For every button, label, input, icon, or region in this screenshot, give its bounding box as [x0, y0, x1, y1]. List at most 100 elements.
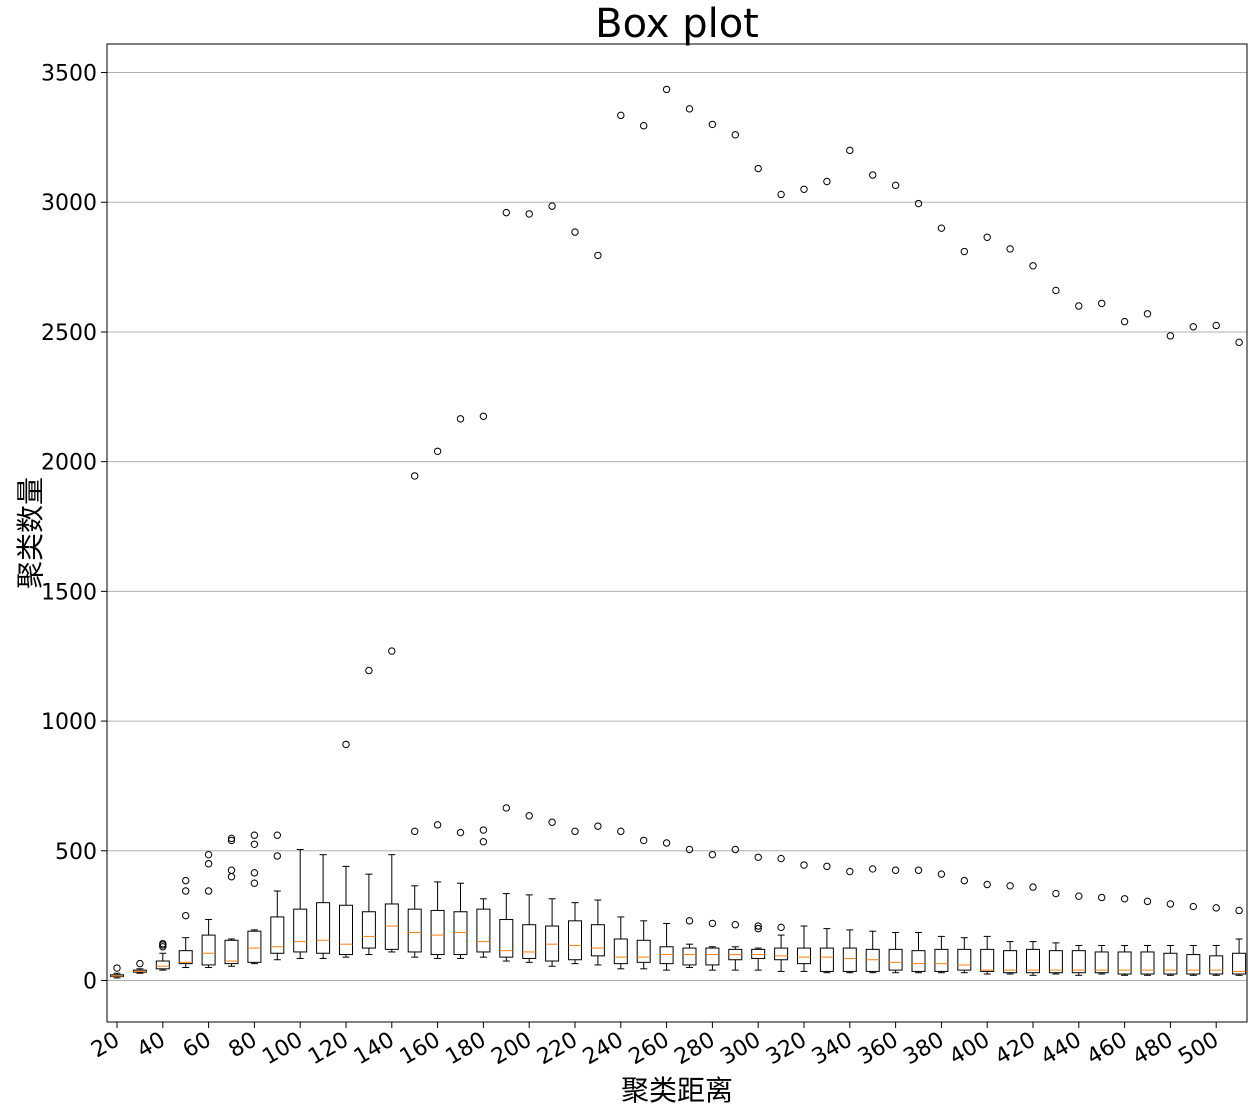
box-iqr-120: [339, 904, 353, 956]
box-iqr-360: [888, 948, 903, 971]
box-240: [613, 111, 628, 970]
flier-240-1: [617, 111, 625, 120]
flier-300-0: [754, 924, 762, 933]
flier-250-0: [640, 836, 648, 845]
flier-450-0: [1098, 893, 1106, 902]
flier-410-0: [1006, 882, 1014, 890]
plot-frame: [106, 43, 1248, 1023]
box-iqr-190: [499, 919, 514, 958]
box-iqr-250: [636, 939, 651, 963]
flier-270-1: [685, 845, 694, 854]
flier-380-1: [937, 224, 946, 232]
flier-410-1: [1006, 245, 1014, 253]
x-tick-label-440: 440: [1037, 1028, 1086, 1071]
x-tick-label-80: 80: [225, 1028, 262, 1064]
flier-370-0: [914, 866, 923, 874]
flier-420-0: [1029, 883, 1037, 891]
box-iqr-510: [1232, 952, 1247, 975]
flier-50-2: [182, 876, 190, 885]
box-150: [407, 472, 422, 958]
flier-80-1: [250, 869, 259, 877]
flier-160-0: [433, 821, 442, 829]
box-iqr-70: [224, 939, 239, 965]
box-70: [224, 834, 239, 967]
flier-180-2: [479, 412, 488, 420]
box-230: [590, 251, 605, 966]
x-tick-label-60: 60: [179, 1028, 216, 1064]
box-170: [453, 415, 468, 959]
flier-290-2: [731, 131, 739, 139]
box-100: [293, 848, 308, 959]
box-iqr-490: [1186, 954, 1201, 975]
box-140: [384, 647, 399, 953]
flier-470-0: [1143, 897, 1152, 906]
chart-title: Box plot: [595, 1, 759, 47]
box-300: [751, 164, 766, 971]
box-460: [1117, 317, 1132, 976]
boxes-layer: [110, 85, 1247, 979]
x-tick-label-480: 480: [1129, 1028, 1178, 1071]
box-290: [728, 131, 743, 971]
flier-460-0: [1120, 895, 1129, 903]
box-iqr-240: [613, 938, 628, 965]
flier-380-0: [937, 870, 946, 878]
y-tick-label-1000: 1000: [41, 710, 97, 735]
box-iqr-500: [1209, 955, 1224, 975]
box-iqr-370: [911, 950, 926, 972]
flier-120-0: [342, 740, 350, 749]
flier-180-0: [479, 838, 488, 846]
flier-310-0: [777, 923, 785, 932]
y-tick-label-500: 500: [55, 840, 97, 865]
box-370: [911, 199, 926, 974]
box-iqr-320: [797, 947, 811, 965]
flier-60-0: [204, 887, 213, 895]
flier-70-2: [227, 836, 236, 845]
box-iqr-450: [1094, 951, 1109, 974]
box-160: [430, 447, 445, 959]
flier-510-0: [1235, 906, 1243, 915]
x-axis-label: 聚类距离: [621, 1074, 733, 1107]
flier-490-1: [1189, 323, 1198, 331]
box-340: [842, 146, 857, 974]
x-tick-label-340: 340: [808, 1028, 857, 1071]
y-tick-label-2000: 2000: [41, 451, 97, 476]
flier-280-0: [708, 919, 717, 928]
flier-260-0: [662, 839, 671, 847]
box-320: [797, 185, 811, 972]
flier-250-1: [640, 122, 648, 130]
box-iqr-200: [522, 924, 537, 959]
flier-210-1: [548, 202, 556, 210]
flier-280-1: [708, 850, 717, 859]
flier-340-0: [846, 867, 854, 876]
flier-420-1: [1029, 262, 1037, 270]
box-iqr-270: [682, 947, 697, 966]
box-iqr-210: [545, 925, 560, 962]
y-axis: 0 500 1000 1500 2000 2500 3000 3500: [41, 62, 107, 994]
flier-50-1: [182, 887, 190, 895]
box-50: [178, 876, 193, 969]
box-iqr-150: [407, 908, 422, 953]
box-iqr-480: [1163, 952, 1178, 975]
box-220: [568, 228, 582, 965]
box-iqr-350: [865, 948, 880, 972]
flier-340-1: [846, 146, 854, 155]
box-490: [1186, 323, 1201, 976]
y-tick-label-3500: 3500: [41, 62, 97, 87]
box-iqr-380: [934, 948, 949, 972]
flier-350-1: [869, 171, 877, 179]
box-80: [247, 831, 262, 965]
flier-170-0: [456, 828, 465, 837]
x-tick-label-360: 360: [854, 1028, 903, 1071]
flier-50-0: [182, 911, 190, 920]
flier-500-1: [1212, 321, 1220, 330]
flier-190-0: [502, 804, 510, 812]
box-190: [499, 208, 514, 962]
x-tick-label-460: 460: [1083, 1028, 1132, 1071]
y-tick-label-1500: 1500: [41, 580, 97, 605]
box-iqr-180: [476, 908, 491, 953]
y-axis-label: 聚类数量: [14, 477, 47, 589]
y-grid: [107, 72, 1247, 981]
flier-310-1: [777, 854, 785, 863]
flier-30-0: [136, 959, 144, 968]
